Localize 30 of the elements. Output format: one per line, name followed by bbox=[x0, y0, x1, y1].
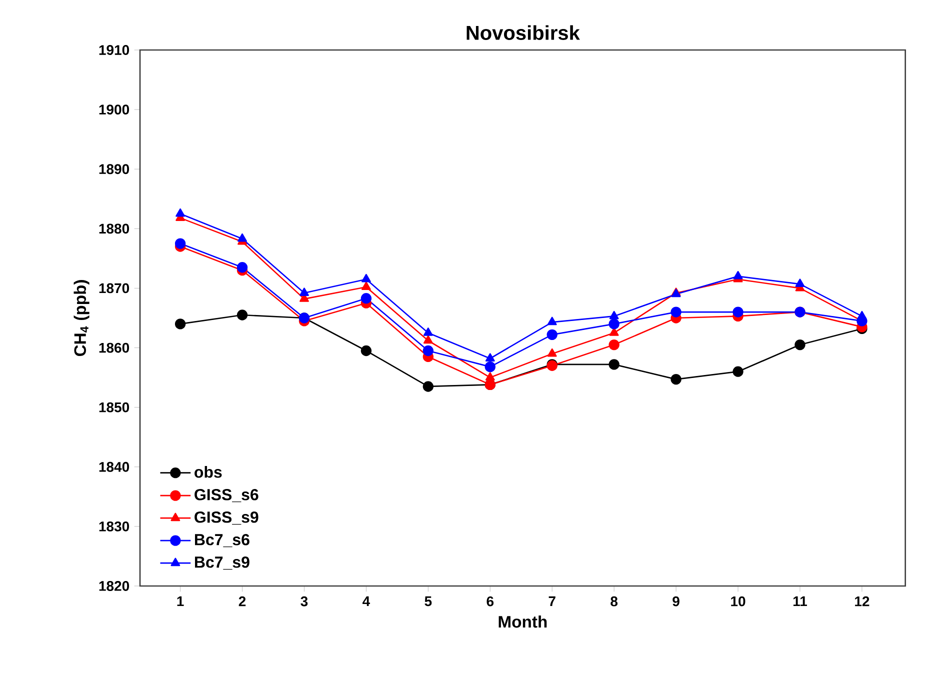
x-tick-label: 9 bbox=[672, 596, 680, 606]
legend-label: Bc7_s6 bbox=[195, 534, 250, 548]
x-axis-title: Month bbox=[498, 615, 547, 628]
x-tick-label: 10 bbox=[731, 596, 746, 606]
y-axis-title: CH$_{4}$ (ppb) bbox=[74, 280, 90, 356]
x-tick-label: 11 bbox=[793, 596, 807, 606]
y-tick-label: 1840 bbox=[99, 462, 130, 472]
y-tick-label: 1820 bbox=[99, 581, 130, 591]
x-tick-label: 4 bbox=[362, 596, 370, 606]
y-tick-label: 1910 bbox=[99, 45, 130, 55]
x-tick-label: 5 bbox=[424, 596, 432, 606]
chart-title: Novosibirsk bbox=[466, 25, 580, 40]
x-tick-label: 6 bbox=[486, 596, 494, 606]
y-tick-label: 1890 bbox=[99, 164, 130, 174]
y-tick-label: 1870 bbox=[99, 283, 130, 294]
legend-label: obs bbox=[194, 466, 222, 478]
x-tick-label: 3 bbox=[300, 596, 308, 606]
x-tick-label: 1 bbox=[177, 596, 184, 606]
x-tick-label: 8 bbox=[610, 596, 618, 606]
x-tick-label: 2 bbox=[238, 596, 246, 606]
legend-label: Bc7_s9 bbox=[195, 556, 250, 570]
y-tick-label: 1860 bbox=[99, 342, 130, 353]
y-tick-label: 1900 bbox=[99, 104, 130, 115]
x-tick-label: 12 bbox=[855, 596, 870, 606]
x-tick-label: 7 bbox=[548, 596, 556, 606]
legend-label: GISS_s9 bbox=[194, 511, 258, 525]
legend-label: GISS_s6 bbox=[194, 488, 258, 502]
y-tick-label: 1830 bbox=[99, 521, 130, 532]
y-tick-label: 1880 bbox=[99, 224, 130, 234]
y-tick-label: 1850 bbox=[99, 402, 130, 412]
